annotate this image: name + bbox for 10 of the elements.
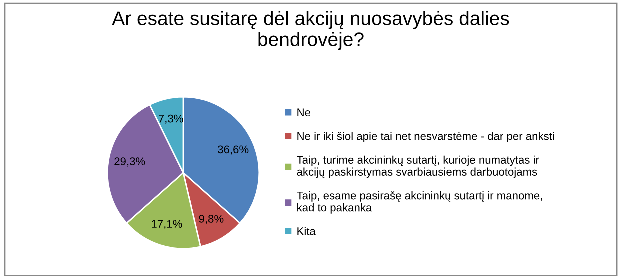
legend-label: Kita <box>298 227 316 236</box>
chart-title: Ar esate susitarę dėl akcijų nuosavybės dalies bendrovėje? <box>112 11 510 50</box>
data-label: 29,3% <box>114 158 146 167</box>
legend-label: Taip, turime akcininkų sutartį, kurioje numatytas ir akcijų paskirstymas svarbiausiems darbuotojams <box>297 156 540 178</box>
legend-label: Ne ir iki šiol apie tai net nesvarstėme - dar per anksti <box>298 132 554 142</box>
data-label: 36,6% <box>218 146 249 155</box>
legend-label: Taip, esame pasirašę akcininkų sutartį ir manome, kad to pakanka <box>297 191 542 214</box>
legend-label: Ne <box>298 108 310 117</box>
data-label: 17,1% <box>152 220 182 230</box>
data-label: 9,8% <box>199 215 224 224</box>
